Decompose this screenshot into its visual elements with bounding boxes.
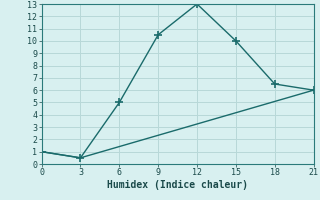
X-axis label: Humidex (Indice chaleur): Humidex (Indice chaleur): [107, 180, 248, 190]
